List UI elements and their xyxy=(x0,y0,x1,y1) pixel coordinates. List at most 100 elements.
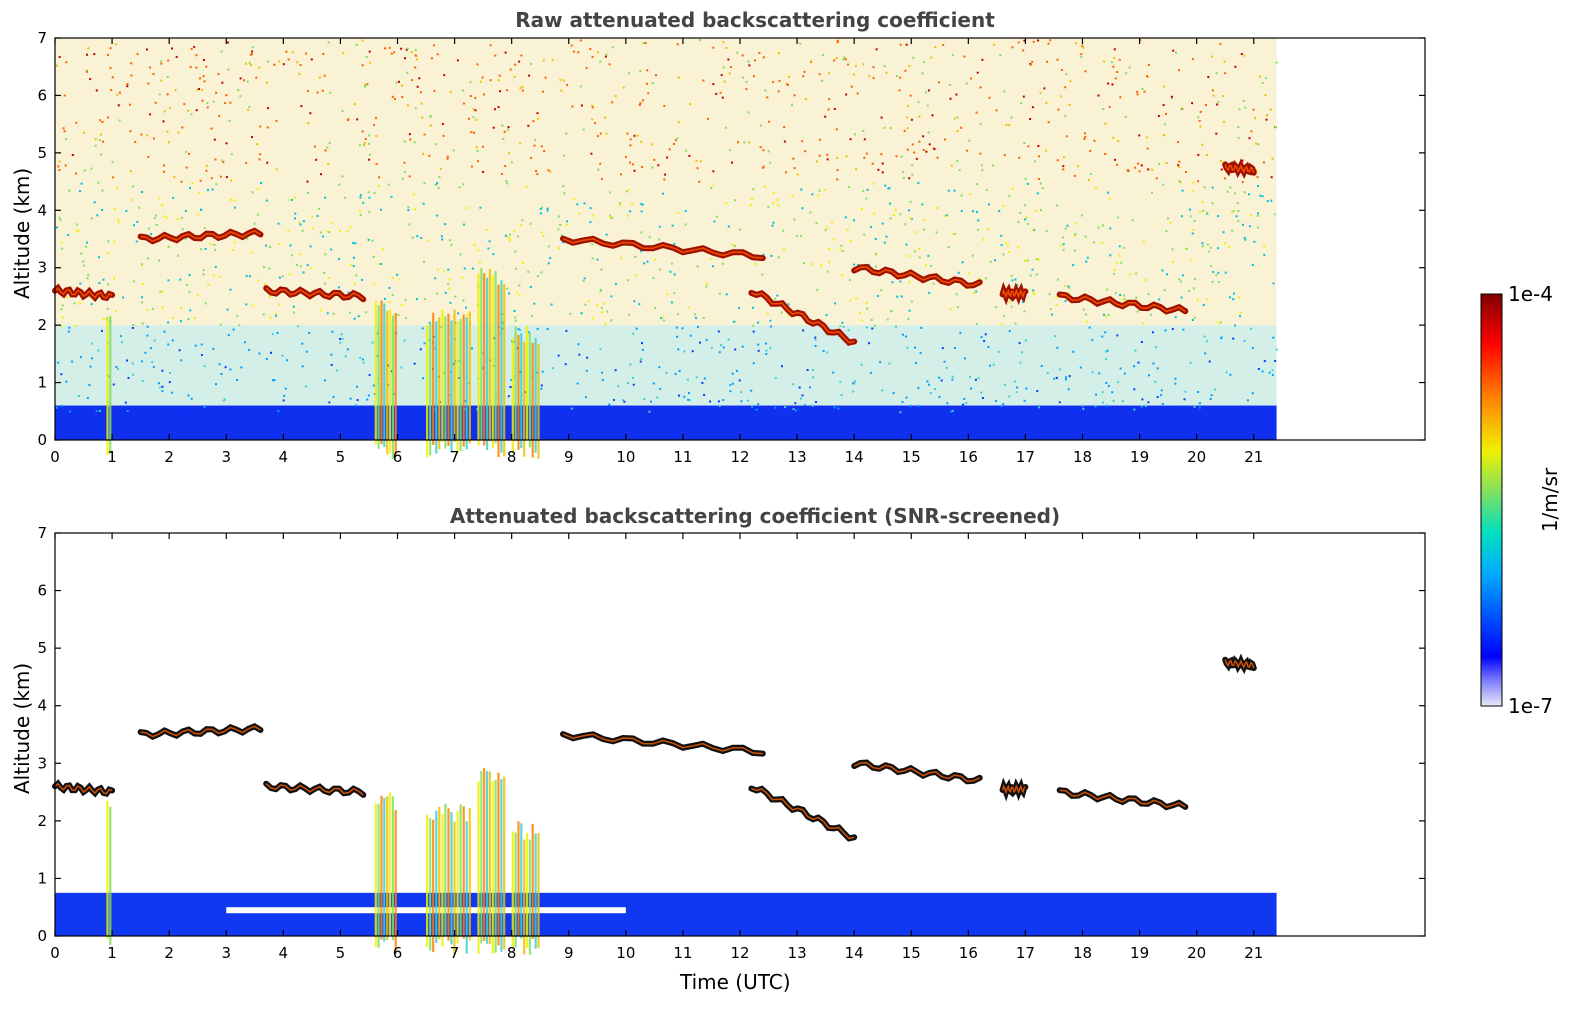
noise-speckle xyxy=(1261,370,1264,373)
noise-speckle xyxy=(199,179,202,182)
noise-speckle xyxy=(439,167,442,170)
noise-speckle xyxy=(174,89,177,92)
noise-speckle xyxy=(248,348,251,351)
noise-speckle xyxy=(565,132,568,135)
noise-speckle xyxy=(287,198,290,201)
noise-speckle xyxy=(93,53,96,56)
noise-speckle xyxy=(141,301,143,304)
noise-speckle xyxy=(331,330,334,333)
x-tick-label: 21 xyxy=(1244,944,1263,962)
noise-speckle xyxy=(1137,162,1140,165)
fallstreak xyxy=(109,315,112,454)
noise-speckle xyxy=(768,120,771,123)
noise-speckle xyxy=(459,253,462,256)
noise-speckle xyxy=(1208,250,1211,253)
noise-speckle xyxy=(787,314,790,317)
noise-speckle xyxy=(250,64,252,66)
noise-speckle xyxy=(193,45,196,48)
noise-speckle xyxy=(244,62,247,65)
noise-speckle xyxy=(341,337,344,340)
noise-speckle xyxy=(1234,65,1237,68)
noise-speckle xyxy=(330,353,333,356)
noise-speckle xyxy=(594,122,597,125)
noise-speckle xyxy=(1252,108,1255,111)
noise-speckle xyxy=(357,315,360,318)
noise-speckle xyxy=(752,330,755,333)
noise-speckle xyxy=(296,61,299,64)
noise-speckle xyxy=(686,378,689,381)
noise-speckle xyxy=(1197,116,1200,119)
noise-speckle xyxy=(228,119,231,122)
noise-speckle xyxy=(113,277,115,280)
noise-speckle xyxy=(757,349,760,352)
noise-speckle xyxy=(77,229,80,232)
noise-speckle xyxy=(609,214,612,217)
noise-speckle xyxy=(676,335,679,338)
noise-speckle xyxy=(774,406,777,409)
noise-speckle xyxy=(193,317,196,320)
noise-speckle xyxy=(224,102,227,105)
noise-speckle xyxy=(960,209,963,212)
noise-speckle xyxy=(436,292,438,295)
noise-speckle xyxy=(176,218,179,221)
noise-speckle xyxy=(1080,214,1083,217)
noise-speckle xyxy=(1255,142,1258,145)
noise-speckle xyxy=(536,112,539,115)
noise-speckle xyxy=(446,157,449,160)
noise-speckle xyxy=(759,146,762,149)
noise-speckle xyxy=(397,314,400,316)
noise-speckle xyxy=(777,204,780,207)
noise-speckle xyxy=(809,386,811,389)
noise-speckle xyxy=(965,82,968,85)
noise-speckle xyxy=(270,351,272,354)
noise-speckle xyxy=(281,275,284,278)
noise-speckle xyxy=(202,75,205,78)
fallstreak xyxy=(456,321,459,454)
noise-speckle xyxy=(1158,298,1161,301)
noise-speckle xyxy=(880,116,883,119)
noise-speckle xyxy=(140,263,143,266)
noise-speckle xyxy=(472,116,475,119)
noise-speckle xyxy=(1248,137,1251,140)
noise-speckle xyxy=(722,399,725,401)
noise-speckle xyxy=(1093,139,1096,142)
noise-speckle xyxy=(677,348,680,351)
noise-speckle xyxy=(899,411,902,414)
fallstreak xyxy=(494,271,497,444)
noise-speckle xyxy=(404,299,407,302)
noise-speckle xyxy=(1065,135,1068,138)
noise-speckle xyxy=(671,262,673,265)
noise-speckle xyxy=(705,339,708,342)
noise-speckle xyxy=(401,177,404,180)
noise-speckle xyxy=(1097,226,1100,229)
noise-speckle xyxy=(1266,200,1269,203)
x-tick-label: 16 xyxy=(959,944,978,962)
noise-speckle xyxy=(687,398,690,401)
noise-speckle xyxy=(171,316,174,319)
noise-speckle xyxy=(979,86,982,89)
noise-speckle xyxy=(977,228,979,231)
noise-speckle xyxy=(349,397,352,400)
noise-speckle xyxy=(444,223,447,226)
fallstreak xyxy=(491,781,494,954)
noise-speckle xyxy=(905,243,908,246)
noise-speckle xyxy=(227,334,230,337)
noise-speckle xyxy=(995,306,998,309)
noise-speckle xyxy=(862,63,865,66)
noise-speckle xyxy=(610,295,613,298)
noise-speckle xyxy=(356,385,359,388)
noise-speckle xyxy=(367,394,370,397)
fallstreak xyxy=(453,821,456,955)
noise-speckle xyxy=(530,62,533,65)
noise-speckle xyxy=(701,381,704,384)
noise-speckle xyxy=(718,351,721,354)
noise-speckle xyxy=(1270,199,1273,202)
noise-speckle xyxy=(362,361,365,364)
noise-speckle xyxy=(420,102,423,105)
noise-speckle xyxy=(58,56,61,58)
noise-speckle xyxy=(167,343,170,346)
noise-speckle xyxy=(330,363,333,366)
noise-speckle xyxy=(423,133,426,136)
noise-speckle xyxy=(852,390,855,393)
noise-speckle xyxy=(1119,96,1122,99)
